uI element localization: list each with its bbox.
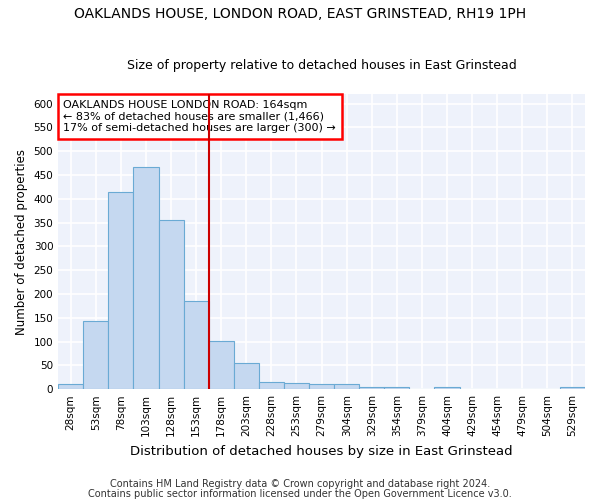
Bar xyxy=(434,387,460,389)
Bar xyxy=(309,384,334,389)
Bar xyxy=(58,384,83,389)
Bar xyxy=(334,384,359,389)
X-axis label: Distribution of detached houses by size in East Grinstead: Distribution of detached houses by size … xyxy=(130,444,513,458)
Bar xyxy=(385,387,409,389)
Bar xyxy=(359,387,385,389)
Title: Size of property relative to detached houses in East Grinstead: Size of property relative to detached ho… xyxy=(127,59,517,72)
Bar xyxy=(209,340,234,389)
Bar xyxy=(109,192,133,389)
Y-axis label: Number of detached properties: Number of detached properties xyxy=(15,148,28,334)
Text: OAKLANDS HOUSE LONDON ROAD: 164sqm
← 83% of detached houses are smaller (1,466)
: OAKLANDS HOUSE LONDON ROAD: 164sqm ← 83%… xyxy=(64,100,336,133)
Bar xyxy=(133,167,158,389)
Bar xyxy=(284,382,309,389)
Text: Contains HM Land Registry data © Crown copyright and database right 2024.: Contains HM Land Registry data © Crown c… xyxy=(110,479,490,489)
Bar xyxy=(83,321,109,389)
Text: Contains public sector information licensed under the Open Government Licence v3: Contains public sector information licen… xyxy=(88,489,512,499)
Text: OAKLANDS HOUSE, LONDON ROAD, EAST GRINSTEAD, RH19 1PH: OAKLANDS HOUSE, LONDON ROAD, EAST GRINST… xyxy=(74,8,526,22)
Bar xyxy=(184,301,209,389)
Bar xyxy=(560,387,585,389)
Bar xyxy=(259,382,284,389)
Bar xyxy=(234,364,259,389)
Bar xyxy=(158,220,184,389)
